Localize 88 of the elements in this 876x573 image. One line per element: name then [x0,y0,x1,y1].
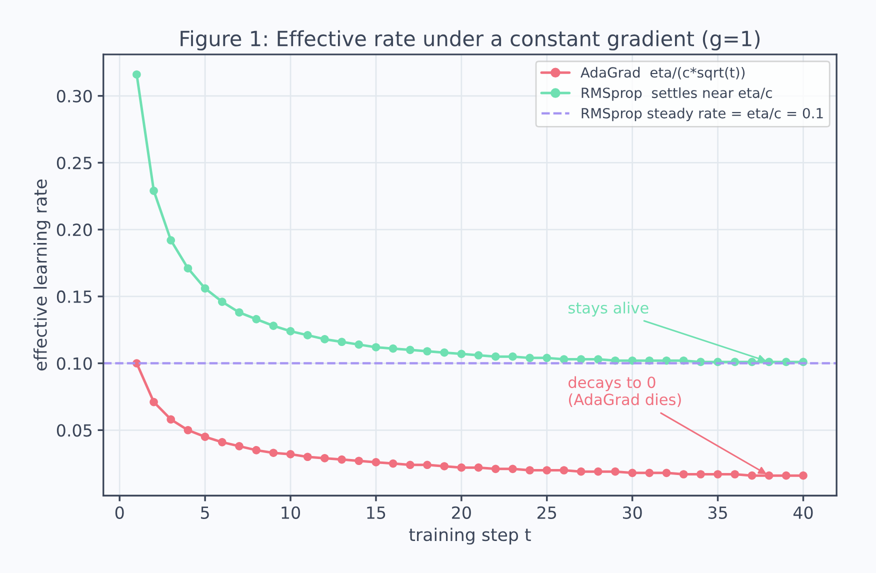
point [764,471,774,480]
y-tick-label: 0.30 [56,90,92,102]
point [372,343,380,352]
point [252,314,260,324]
point [679,470,688,478]
point [269,322,278,330]
point [491,464,500,474]
x-tick-label: 15 [367,506,386,519]
x-tick-label: 10 [282,506,300,519]
x-tick-label: 0 [115,506,124,519]
legend-label: RMSprop steady rate = eta/c = 0.1 [582,108,823,122]
point [576,467,586,476]
point [354,456,364,466]
point [474,351,483,360]
x-tick-label: 5 [201,506,209,519]
point [423,460,432,470]
point [218,438,226,446]
point [320,335,329,344]
point [184,426,192,434]
point [338,338,346,346]
point [440,348,449,357]
x-tick-label: 30 [623,506,642,519]
point [235,308,244,317]
y-tick-label: 0.10 [56,357,92,370]
point [457,350,466,358]
point [611,467,620,476]
point [388,459,398,468]
y-tick-label: 0.20 [56,224,92,236]
y-axis-title: effective learning rate [33,180,50,371]
point [730,470,740,478]
point [508,352,517,361]
x-tick-label: 35 [708,506,727,519]
point [406,346,414,354]
x-tick-label: 40 [793,506,813,519]
y-tick-label: 0.25 [56,156,92,170]
point [594,355,602,364]
point [150,186,158,195]
point [748,471,756,480]
point [166,415,176,424]
x-tick-label: 25 [538,506,556,519]
point [166,236,176,244]
x-tick-label: 20 [452,506,471,519]
point [286,327,295,336]
point [132,70,141,79]
y-tick-label: 0.15 [56,290,92,303]
annotation: decays to 0 (AdaGrad dies) [568,376,681,408]
point [526,354,534,362]
point [406,460,414,470]
point [491,352,500,361]
x-axis-title: training step t [409,528,531,545]
point [645,468,654,478]
legend-label: AdaGrad eta/(c*sqrt(t)) [580,66,745,80]
point [799,471,808,480]
point [440,462,449,470]
y-tick-label: 0.05 [56,424,92,437]
annotation: stays alive [568,302,648,317]
point [696,470,705,478]
point [269,448,278,458]
point [200,284,210,293]
point [526,466,534,474]
point [457,463,466,472]
point [252,446,260,454]
point [662,468,671,478]
point [150,398,158,406]
point [628,468,637,478]
legend-label: RMSprop settles near eta/c [582,87,772,101]
point [474,463,483,472]
point [782,471,790,480]
point [508,464,517,474]
point [286,450,295,458]
point [303,452,312,462]
point [338,455,346,464]
point [303,331,312,340]
point [320,454,329,462]
point [594,467,602,476]
point [354,340,364,349]
point [184,264,192,273]
point [560,466,568,474]
point [200,432,210,441]
point [218,298,226,306]
chart-title: Figure 1: Effective rate under a constant gradient (g=1) [180,30,760,50]
point [388,344,398,353]
point [372,458,380,466]
point [542,466,552,474]
point [235,442,244,450]
point [423,347,432,356]
point [542,354,552,362]
point [714,470,722,478]
